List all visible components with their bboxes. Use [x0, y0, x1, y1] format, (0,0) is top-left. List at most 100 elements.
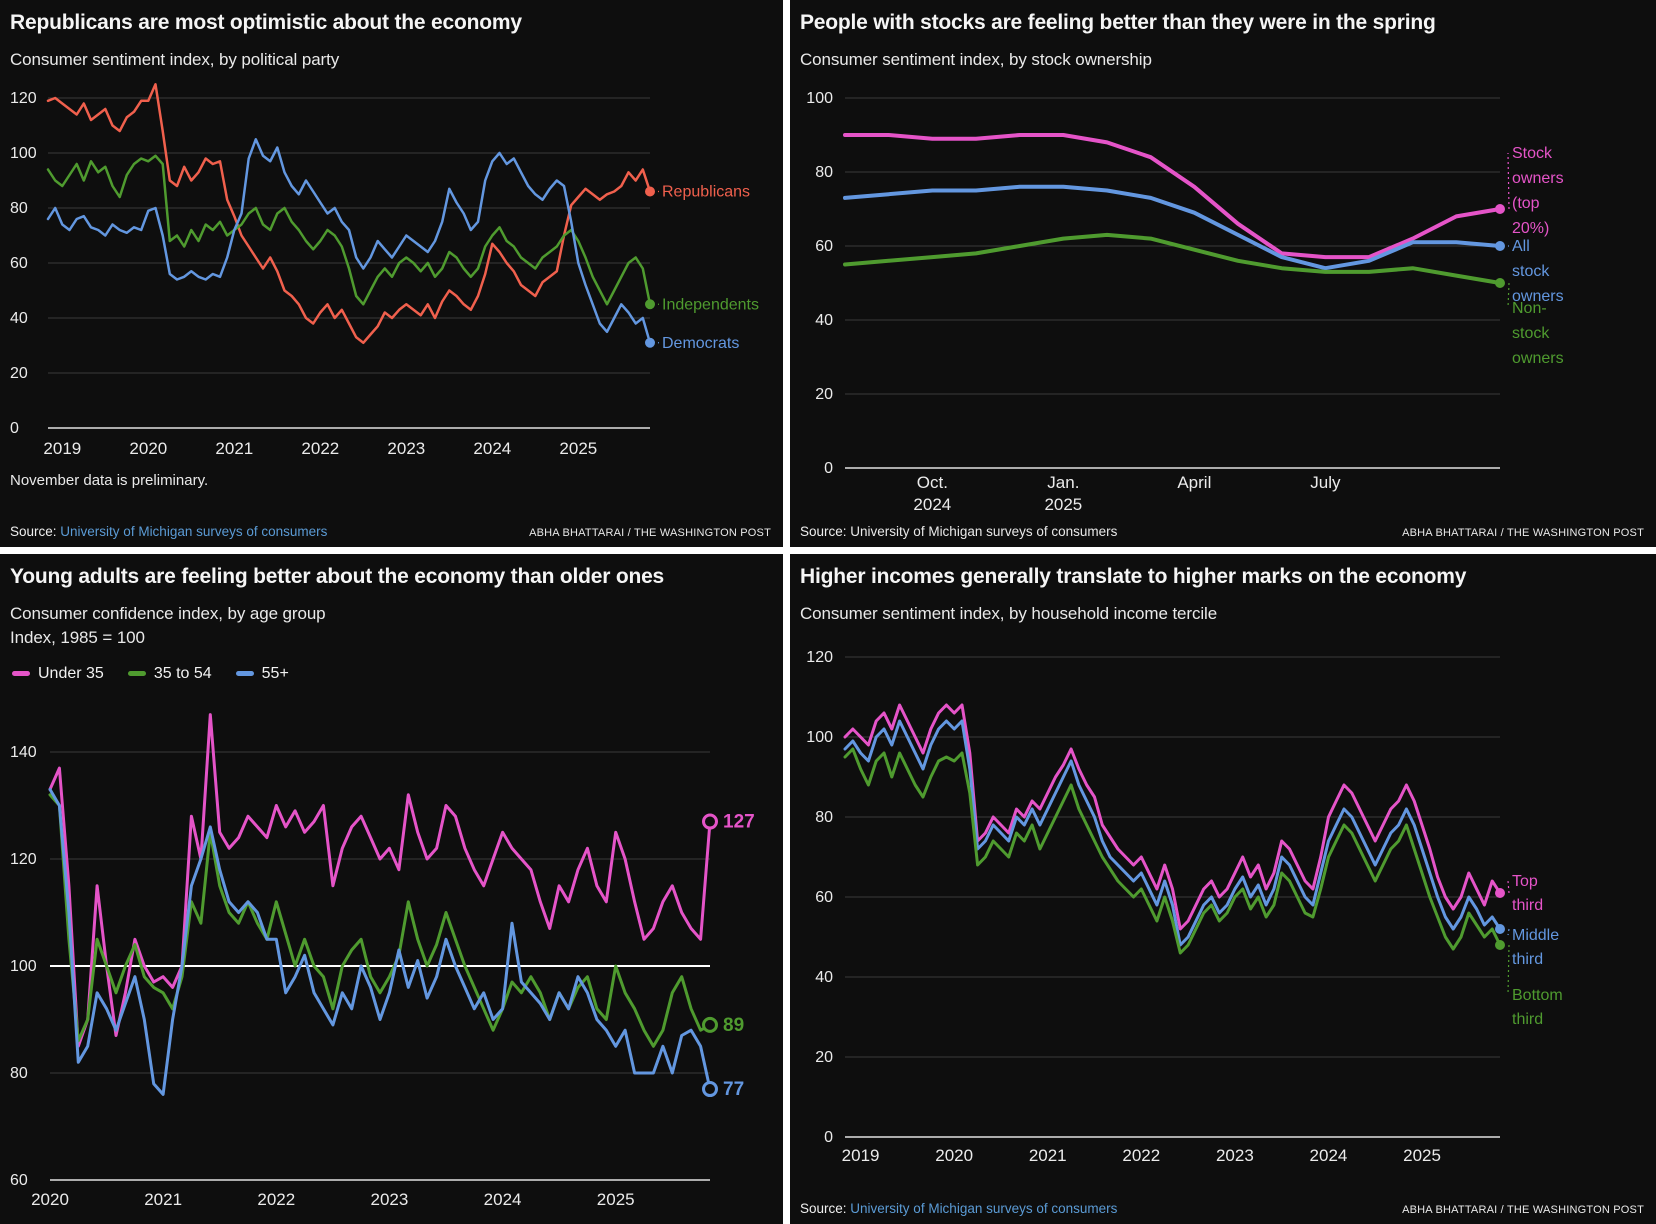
svg-text:Jan.: Jan.: [1047, 473, 1079, 492]
svg-text:2025: 2025: [597, 1190, 635, 1209]
legend-label: 35 to 54: [153, 664, 212, 682]
svg-text:2021: 2021: [1029, 1146, 1067, 1165]
legend-swatch-pink: [12, 671, 30, 677]
svg-text:140: 140: [10, 744, 37, 761]
source-label: Source:: [800, 1201, 847, 1216]
svg-text:127: 127: [723, 811, 755, 832]
svg-text:60: 60: [10, 1172, 28, 1189]
source-link[interactable]: University of Michigan surveys of consum…: [60, 524, 328, 539]
footer-row: Source: University of Michigan surveys o…: [800, 1201, 1644, 1216]
svg-text:60: 60: [815, 238, 833, 255]
chart-subtitle: Consumer sentiment index, by political p…: [10, 50, 340, 70]
svg-text:120: 120: [10, 90, 37, 107]
svg-text:20: 20: [10, 365, 28, 382]
svg-text:Middle: Middle: [1512, 927, 1559, 944]
svg-text:2023: 2023: [387, 439, 425, 458]
svg-text:2019: 2019: [842, 1146, 880, 1165]
vertical-separator: [783, 0, 790, 1224]
svg-text:(top: (top: [1512, 195, 1540, 212]
legend: Under 35 35 to 54 55+: [12, 665, 771, 683]
chart-title: People with stocks are feeling better th…: [800, 11, 1436, 34]
svg-text:third: third: [1512, 1011, 1543, 1028]
svg-text:20: 20: [815, 386, 833, 403]
source-link[interactable]: University of Michigan surveys of consum…: [850, 1201, 1118, 1216]
svg-text:2024: 2024: [484, 1190, 522, 1209]
svg-text:80: 80: [815, 164, 833, 181]
svg-text:July: July: [1310, 473, 1341, 492]
svg-text:third: third: [1512, 897, 1543, 914]
svg-text:Independents: Independents: [662, 296, 759, 313]
horizontal-separator: [0, 547, 1656, 554]
svg-text:40: 40: [10, 310, 28, 327]
byline-credit: ABHA BHATTARAI / THE WASHINGTON POST: [529, 527, 771, 539]
svg-text:2022: 2022: [1122, 1146, 1160, 1165]
panel-party: Republicans are most optimistic about th…: [0, 0, 783, 547]
svg-text:owners: owners: [1512, 170, 1564, 187]
svg-text:2022: 2022: [301, 439, 339, 458]
panel-income: Higher incomes generally translate to hi…: [790, 554, 1656, 1224]
panel-age: Young adults are feeling better about th…: [0, 554, 783, 1224]
legend-swatch-blue: [235, 671, 254, 677]
svg-text:80: 80: [10, 200, 28, 217]
svg-text:owners: owners: [1512, 350, 1564, 367]
age-line-chart: 60 80 100 120 140 2020 2021 2022 2023 2024 2025 127…: [10, 712, 755, 1209]
byline-credit: ABHA BHATTARAI / THE WASHINGTON POST: [1402, 1204, 1644, 1216]
legend-label: Under 35: [38, 664, 104, 682]
svg-text:80: 80: [815, 809, 833, 826]
svg-text:2025: 2025: [559, 439, 597, 458]
svg-text:60: 60: [815, 889, 833, 906]
svg-text:Republicans: Republicans: [662, 184, 750, 201]
legend-item-35-to-54: 35 to 54: [127, 664, 212, 683]
chart-title: Republicans are most optimistic about th…: [10, 11, 522, 34]
svg-text:0: 0: [824, 460, 833, 477]
svg-text:40: 40: [815, 969, 833, 986]
svg-text:89: 89: [723, 1015, 744, 1036]
svg-text:77: 77: [723, 1079, 744, 1100]
svg-text:2024: 2024: [913, 495, 951, 514]
svg-text:2020: 2020: [129, 439, 167, 458]
svg-text:All: All: [1512, 238, 1530, 255]
legend-item-under-35: Under 35: [12, 665, 104, 683]
svg-text:Top: Top: [1512, 873, 1538, 890]
svg-text:2021: 2021: [215, 439, 253, 458]
chart-note: November data is preliminary.: [10, 472, 209, 489]
svg-text:0: 0: [10, 420, 19, 437]
svg-text:100: 100: [10, 145, 37, 162]
panel-stocks: People with stocks are feeling better th…: [790, 0, 1656, 547]
income-line-chart: 0 20 40 60 80 100 120 2019 2020 2021 2022 2023 2024 2…: [806, 649, 1563, 1165]
svg-text:100: 100: [806, 729, 833, 746]
svg-text:2020: 2020: [31, 1190, 69, 1209]
svg-text:2019: 2019: [43, 439, 81, 458]
legend-label: 55+: [261, 664, 289, 682]
byline-credit: ABHA BHATTARAI / THE WASHINGTON POST: [1402, 527, 1644, 539]
svg-text:2025: 2025: [1044, 495, 1082, 514]
svg-text:0: 0: [824, 1129, 833, 1146]
svg-text:100: 100: [806, 90, 833, 107]
svg-text:2023: 2023: [371, 1190, 409, 1209]
source-line: Source: University of Michigan surveys o…: [10, 524, 327, 539]
svg-text:2023: 2023: [1216, 1146, 1254, 1165]
svg-text:100: 100: [10, 958, 37, 975]
svg-text:stock: stock: [1512, 325, 1550, 342]
svg-text:80: 80: [10, 1065, 28, 1082]
svg-text:April: April: [1177, 473, 1211, 492]
party-line-chart: 0 20 40 60 80 100 120 2019 2020 2021 2022 2023 2024 2…: [10, 83, 759, 458]
svg-text:2022: 2022: [257, 1190, 295, 1209]
stocks-line-chart: 0 20 40 60 80 100 Oct. 2024 Jan. 2025 April July Sto…: [806, 90, 1564, 514]
svg-text:Bottom: Bottom: [1512, 987, 1563, 1004]
svg-text:20: 20: [815, 1049, 833, 1066]
source-label: Source:: [800, 524, 847, 539]
svg-text:2020: 2020: [935, 1146, 973, 1165]
svg-text:120: 120: [10, 851, 37, 868]
source-text: University of Michigan surveys of consum…: [850, 524, 1118, 539]
chart-subtitle: Consumer sentiment index, by household i…: [800, 604, 1218, 624]
svg-text:2024: 2024: [1310, 1146, 1348, 1165]
svg-text:20%): 20%): [1512, 220, 1549, 237]
svg-text:Non-: Non-: [1512, 300, 1547, 317]
chart-title: Young adults are feeling better about th…: [10, 565, 665, 588]
chart-title: Higher incomes generally translate to hi…: [800, 565, 1467, 588]
svg-text:2024: 2024: [473, 439, 511, 458]
svg-text:Oct.: Oct.: [917, 473, 948, 492]
footer-row: Source: University of Michigan surveys o…: [800, 524, 1644, 539]
